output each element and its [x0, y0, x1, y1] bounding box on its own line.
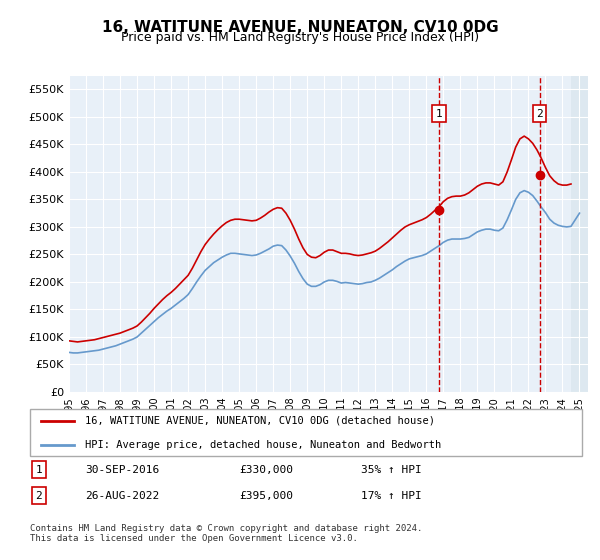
Text: 1: 1 — [35, 465, 42, 475]
Text: 2: 2 — [536, 109, 543, 119]
Text: HPI: Average price, detached house, Nuneaton and Bedworth: HPI: Average price, detached house, Nune… — [85, 440, 442, 450]
Text: 16, WATITUNE AVENUE, NUNEATON, CV10 0DG (detached house): 16, WATITUNE AVENUE, NUNEATON, CV10 0DG … — [85, 416, 435, 426]
Bar — [571, 76, 588, 392]
Text: £330,000: £330,000 — [240, 465, 294, 475]
Text: 17% ↑ HPI: 17% ↑ HPI — [361, 491, 422, 501]
Text: 16, WATITUNE AVENUE, NUNEATON, CV10 0DG: 16, WATITUNE AVENUE, NUNEATON, CV10 0DG — [101, 20, 499, 35]
Text: Contains HM Land Registry data © Crown copyright and database right 2024.
This d: Contains HM Land Registry data © Crown c… — [30, 524, 422, 543]
Text: £395,000: £395,000 — [240, 491, 294, 501]
FancyBboxPatch shape — [30, 409, 582, 456]
Text: 26-AUG-2022: 26-AUG-2022 — [85, 491, 160, 501]
Text: 30-SEP-2016: 30-SEP-2016 — [85, 465, 160, 475]
Text: 35% ↑ HPI: 35% ↑ HPI — [361, 465, 422, 475]
Text: 2: 2 — [35, 491, 42, 501]
Text: 1: 1 — [436, 109, 442, 119]
Text: Price paid vs. HM Land Registry's House Price Index (HPI): Price paid vs. HM Land Registry's House … — [121, 31, 479, 44]
